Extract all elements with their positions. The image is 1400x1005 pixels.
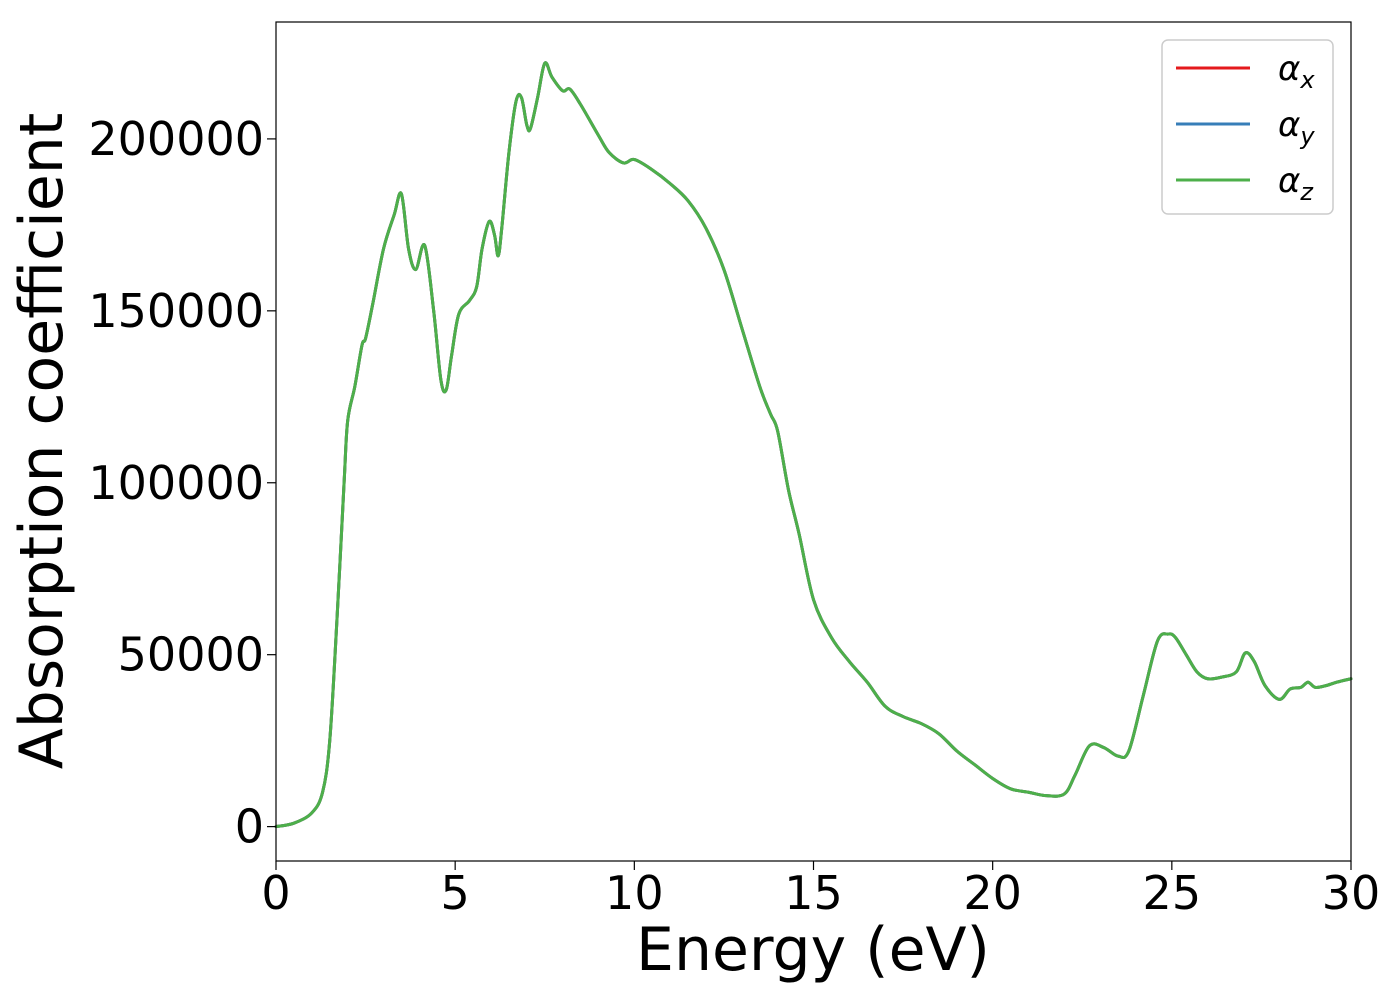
y-tick-label: 200000 bbox=[88, 112, 264, 166]
x-tick-label: 5 bbox=[441, 866, 470, 920]
y-tick-label: 50000 bbox=[118, 628, 264, 682]
y-axis-label: Absorption coefficient bbox=[7, 113, 77, 770]
x-tick-label: 25 bbox=[1143, 866, 1202, 920]
x-tick-label: 0 bbox=[261, 866, 290, 920]
x-tick-label: 15 bbox=[784, 866, 843, 920]
x-axis-label: Energy (eV) bbox=[636, 915, 990, 985]
x-axis-ticks: 0 5 10 15 20 25 30 bbox=[261, 861, 1380, 920]
series-layer bbox=[274, 61, 1353, 829]
y-axis-ticks: 0 50000 100000 150000 200000 bbox=[88, 112, 276, 854]
series-line-3 bbox=[274, 61, 1353, 829]
x-tick-label: 10 bbox=[605, 866, 664, 920]
y-tick-label: 150000 bbox=[88, 284, 264, 338]
y-tick-label: 0 bbox=[235, 800, 264, 854]
legend-box bbox=[1161, 39, 1334, 215]
legend: αx αy αz bbox=[1161, 39, 1334, 215]
x-tick-label: 20 bbox=[963, 866, 1022, 920]
legend-label-1: αx bbox=[1278, 49, 1315, 94]
x-tick-label: 30 bbox=[1322, 866, 1381, 920]
legend-label-2: αy bbox=[1278, 105, 1315, 150]
legend-label-3: αz bbox=[1278, 161, 1314, 206]
y-tick-label: 100000 bbox=[88, 456, 264, 510]
